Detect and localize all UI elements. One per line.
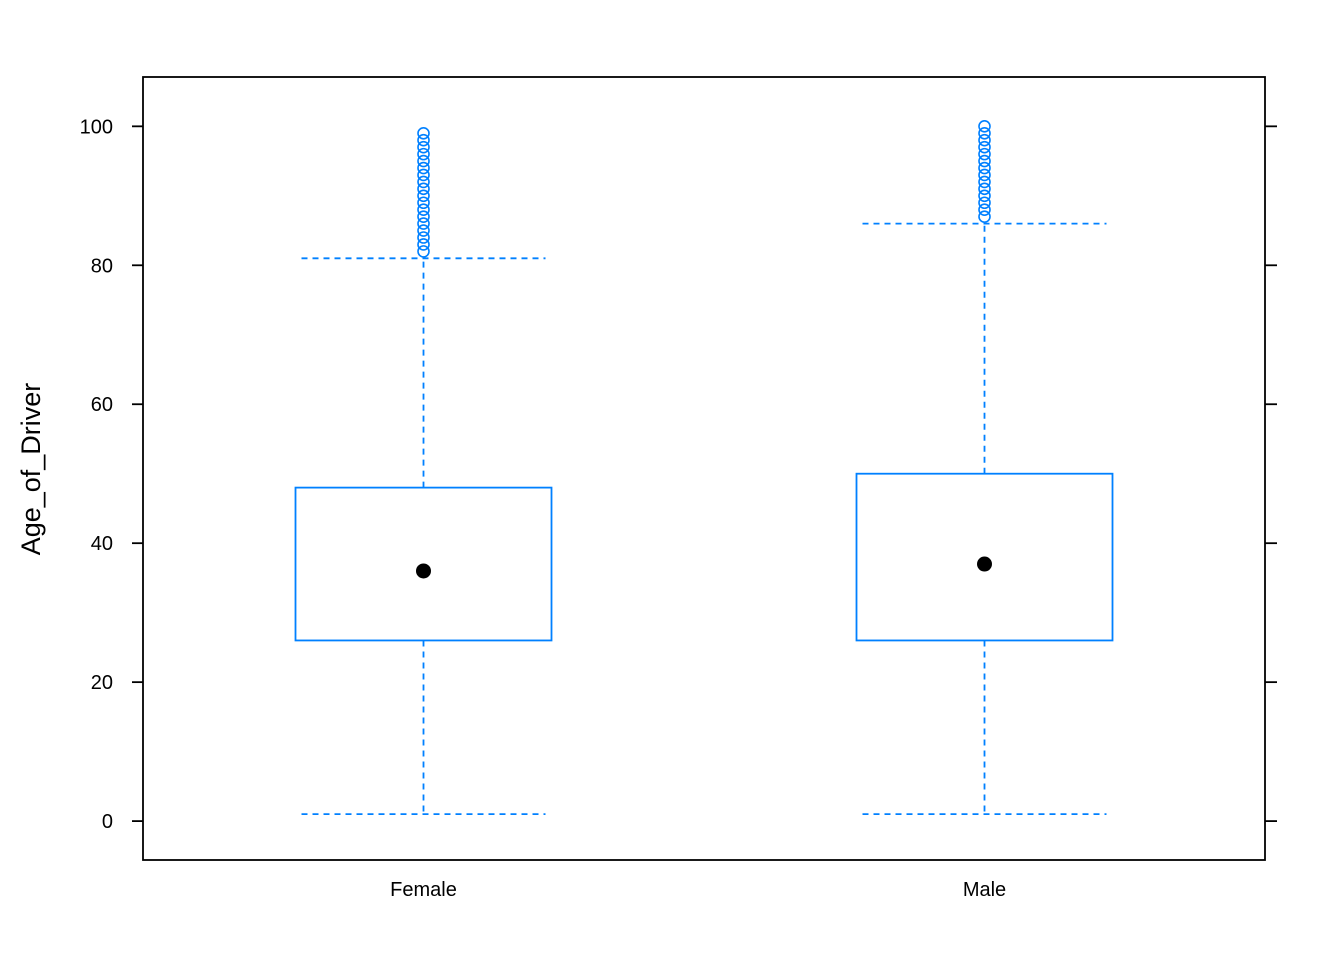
plot-frame: [142, 76, 1266, 861]
outlier-point: [417, 154, 430, 168]
iqr-box: [294, 486, 553, 642]
outlier-point: [417, 133, 430, 147]
outlier-point: [978, 196, 991, 210]
outlier-point: [978, 189, 991, 203]
outlier-point: [417, 245, 430, 258]
x-axis: Female Male: [390, 879, 1006, 901]
y-axis-right: [1265, 125, 1277, 822]
box-male: [855, 120, 1114, 816]
outlier-point: [417, 224, 430, 237]
outlier-point: [978, 133, 991, 147]
outlier-point: [417, 217, 430, 230]
outlier-point: [978, 168, 991, 182]
outlier-point: [417, 196, 430, 210]
iqr-box: [855, 472, 1114, 642]
outlier-point: [978, 147, 991, 161]
outlier-point: [417, 168, 430, 182]
median-dot: [416, 563, 431, 579]
outlier-point: [978, 120, 991, 133]
y-tick-label: 40: [91, 533, 113, 555]
y-tick-label: 80: [91, 255, 113, 277]
outlier-point: [417, 147, 430, 161]
y-tick-label: 60: [91, 394, 113, 416]
x-tick-label-male: Male: [963, 879, 1006, 901]
outlier-point: [417, 210, 430, 223]
outlier-point: [417, 238, 430, 251]
outlier-point: [417, 203, 430, 217]
outlier-point: [417, 140, 430, 154]
y-tick-label: 100: [80, 116, 113, 138]
boxes-layer: [294, 120, 1114, 816]
outlier-point: [417, 182, 430, 196]
box-female: [294, 126, 553, 816]
outlier-point: [978, 126, 991, 140]
outlier-point: [417, 126, 430, 140]
outlier-point: [978, 210, 991, 223]
outlier-point: [978, 154, 991, 168]
outlier-point: [417, 161, 430, 175]
outlier-point: [417, 231, 430, 244]
outlier-point: [417, 175, 430, 189]
outlier-point: [978, 161, 991, 175]
y-tick-label: 0: [102, 811, 113, 833]
outlier-point: [978, 175, 991, 189]
y-axis-left: 0 20 40 60 80 100: [80, 116, 143, 833]
outlier-point: [978, 182, 991, 196]
x-tick-label-female: Female: [390, 879, 457, 901]
outlier-point: [978, 140, 991, 154]
outlier-point: [417, 189, 430, 203]
outlier-point: [978, 203, 991, 217]
y-axis-title: Age_of_Driver: [16, 383, 46, 556]
y-tick-label: 20: [91, 672, 113, 694]
median-dot: [977, 556, 992, 572]
